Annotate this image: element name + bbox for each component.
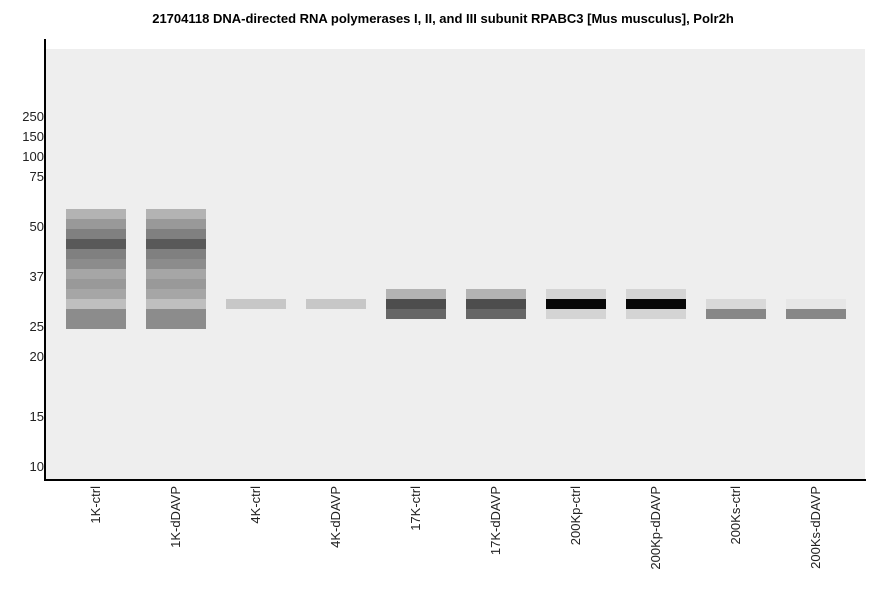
band-200Kp-ctrl-1 xyxy=(546,299,606,309)
lane-label-layer: 1K-ctrl 1K-dDAVP 4K-ctrl 4K-dDAVP 17K-ctrl 17… xyxy=(88,486,823,570)
band-17K-ctrl-2 xyxy=(386,309,446,319)
band-1K-dDAVP-6 xyxy=(146,269,206,279)
y-tick-label-25: 25 xyxy=(30,319,44,334)
y-tick-label-50: 50 xyxy=(30,219,44,234)
band-1K-dDAVP-7 xyxy=(146,279,206,289)
band-1K-dDAVP-2 xyxy=(146,229,206,239)
band-layer xyxy=(66,209,846,329)
band-1K-ctrl-0 xyxy=(66,209,126,219)
band-1K-ctrl-2 xyxy=(66,229,126,239)
band-1K-ctrl-4 xyxy=(66,249,126,259)
band-1K-dDAVP-3 xyxy=(146,239,206,249)
lane-label-200Kp-dDAVP: 200Kp-dDAVP xyxy=(648,486,663,570)
band-1K-dDAVP-10 xyxy=(146,309,206,319)
band-17K-dDAVP-1 xyxy=(466,299,526,309)
band-17K-dDAVP-0 xyxy=(466,289,526,299)
band-1K-ctrl-9 xyxy=(66,299,126,309)
band-1K-ctrl-1 xyxy=(66,219,126,229)
lane-label-4K-ctrl: 4K-ctrl xyxy=(248,486,263,524)
y-tick-label-37: 37 xyxy=(30,269,44,284)
lane-label-200Ks-ctrl: 200Ks-ctrl xyxy=(728,486,743,545)
band-200Ks-ctrl-0 xyxy=(706,299,766,309)
band-1K-dDAVP-0 xyxy=(146,209,206,219)
lane-label-1K-dDAVP: 1K-dDAVP xyxy=(168,486,183,548)
band-1K-dDAVP-4 xyxy=(146,249,206,259)
lane-label-1K-ctrl: 1K-ctrl xyxy=(88,486,103,524)
band-17K-dDAVP-2 xyxy=(466,309,526,319)
band-1K-ctrl-3 xyxy=(66,239,126,249)
chart-title: 21704118 DNA-directed RNA polymerases I,… xyxy=(152,11,734,26)
band-1K-ctrl-8 xyxy=(66,289,126,299)
y-tick-label-10: 10 xyxy=(30,459,44,474)
band-1K-dDAVP-9 xyxy=(146,299,206,309)
y-tick-label-15: 15 xyxy=(30,409,44,424)
y-tick-label-250: 250 xyxy=(22,109,44,124)
lane-label-17K-dDAVP: 17K-dDAVP xyxy=(488,486,503,555)
y-tick-label-75: 75 xyxy=(30,169,44,184)
band-200Ks-dDAVP-0 xyxy=(786,299,846,309)
band-200Ks-dDAVP-1 xyxy=(786,309,846,319)
band-200Kp-dDAVP-2 xyxy=(626,309,686,319)
band-1K-ctrl-10 xyxy=(66,309,126,319)
y-tick-label-150: 150 xyxy=(22,129,44,144)
y-tick-label-20: 20 xyxy=(30,349,44,364)
band-1K-ctrl-7 xyxy=(66,279,126,289)
lane-label-200Ks-dDAVP: 200Ks-dDAVP xyxy=(808,486,823,569)
band-17K-ctrl-1 xyxy=(386,299,446,309)
band-1K-dDAVP-11 xyxy=(146,319,206,329)
lane-label-200Kp-ctrl: 200Kp-ctrl xyxy=(568,486,583,545)
band-1K-ctrl-6 xyxy=(66,269,126,279)
band-4K-dDAVP-0 xyxy=(306,299,366,309)
band-200Kp-dDAVP-1 xyxy=(626,299,686,309)
y-tick-label-100: 100 xyxy=(22,149,44,164)
band-1K-ctrl-5 xyxy=(66,259,126,269)
lane-label-4K-dDAVP: 4K-dDAVP xyxy=(328,486,343,548)
band-200Kp-ctrl-0 xyxy=(546,289,606,299)
y-tick-layer: 250 150 100 75 50 37 25 20 15 10 xyxy=(22,109,44,474)
band-200Ks-ctrl-1 xyxy=(706,309,766,319)
band-17K-ctrl-0 xyxy=(386,289,446,299)
band-1K-dDAVP-1 xyxy=(146,219,206,229)
band-1K-dDAVP-5 xyxy=(146,259,206,269)
band-4K-ctrl-0 xyxy=(226,299,286,309)
band-200Kp-ctrl-2 xyxy=(546,309,606,319)
band-1K-dDAVP-8 xyxy=(146,289,206,299)
lane-label-17K-ctrl: 17K-ctrl xyxy=(408,486,423,531)
band-1K-ctrl-11 xyxy=(66,319,126,329)
band-200Kp-dDAVP-0 xyxy=(626,289,686,299)
